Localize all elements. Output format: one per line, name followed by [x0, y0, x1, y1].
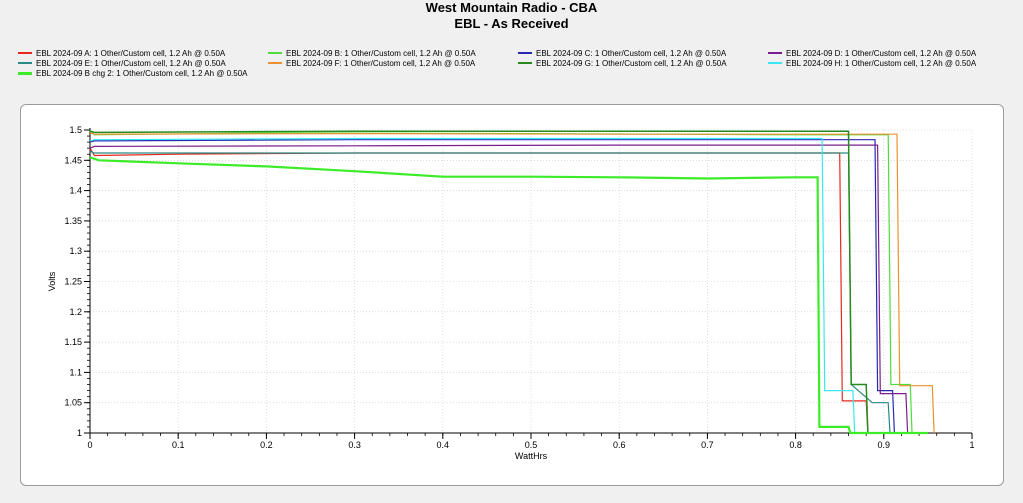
series-line [89, 137, 856, 434]
y-tick-label: 1.25 [64, 277, 82, 287]
y-tick-label: 1.4 [69, 186, 82, 196]
x-tick-label: 0.4 [437, 440, 450, 450]
legend-swatch [518, 62, 532, 64]
legend-item: EBL 2024-09 B: 1 Other/Custom cell, 1.2 … [268, 48, 476, 58]
series-line [89, 130, 869, 434]
y-tick-label: 1.15 [64, 337, 82, 347]
plot-panel: 0 0.1 0.2 0.3 0.4 0.5 0.6 0.7 0.8 0.9 1 1 1.05 1.1 1.1… [20, 104, 1004, 486]
x-tick-label: 0.1 [172, 440, 185, 450]
legend-item: EBL 2024-09 D: 1 Other/Custom cell, 1.2 … [768, 48, 976, 58]
legend-swatch [768, 52, 782, 54]
x-axis-label: WattHrs [515, 451, 548, 461]
x-tick-label: 0.6 [613, 440, 626, 450]
series-line [89, 144, 909, 434]
y-tick-label: 1.5 [69, 125, 82, 135]
y-tick-label: 1.1 [69, 367, 82, 377]
legend-label: EBL 2024-09 E: 1 Other/Custom cell, 1.2 … [36, 58, 226, 68]
line-chart: 0 0.1 0.2 0.3 0.4 0.5 0.6 0.7 0.8 0.9 1 1 1.05 1.1 1.1… [47, 125, 975, 461]
y-tick-label: 1.35 [64, 216, 82, 226]
legend-item: EBL 2024-09 H: 1 Other/Custom cell, 1.2 … [768, 58, 976, 68]
chart-subtitle: EBL - As Received [454, 16, 569, 31]
legend-item: EBL 2024-09 A: 1 Other/Custom cell, 1.2 … [18, 48, 225, 58]
legend-label: EBL 2024-09 B: 1 Other/Custom cell, 1.2 … [286, 48, 476, 58]
legend: EBL 2024-09 A: 1 Other/Custom cell, 1.2 … [0, 48, 1023, 88]
legend-item: EBL 2024-09 E: 1 Other/Custom cell, 1.2 … [18, 58, 226, 68]
legend-label: EBL 2024-09 H: 1 Other/Custom cell, 1.2 … [786, 58, 977, 68]
x-tick-label: 0.7 [701, 440, 714, 450]
legend-label: EBL 2024-09 G: 1 Other/Custom cell, 1.2 … [536, 58, 727, 68]
legend-label: EBL 2024-09 C: 1 Other/Custom cell, 1.2 … [536, 48, 727, 58]
chart-title: West Mountain Radio - CBA [425, 0, 598, 15]
legend-item: EBL 2024-09 C: 1 Other/Custom cell, 1.2 … [518, 48, 726, 58]
y-tick-label: 1.45 [64, 155, 82, 165]
legend-swatch [768, 62, 782, 64]
legend-item: EBL 2024-09 B chg 2: 1 Other/Custom cell… [18, 68, 248, 78]
y-tick-label: 1.05 [64, 398, 82, 408]
series-line [89, 156, 928, 435]
legend-label: EBL 2024-09 B chg 2: 1 Other/Custom cell… [36, 68, 248, 78]
legend-label: EBL 2024-09 F: 1 Other/Custom cell, 1.2 … [286, 58, 476, 68]
legend-item: EBL 2024-09 G: 1 Other/Custom cell, 1.2 … [518, 58, 727, 68]
series-line [89, 139, 895, 434]
legend-item: EBL 2024-09 F: 1 Other/Custom cell, 1.2 … [268, 58, 475, 68]
x-tick-label: 0 [87, 440, 92, 450]
legend-swatch [268, 62, 282, 64]
legend-swatch [18, 52, 32, 54]
legend-label: EBL 2024-09 A: 1 Other/Custom cell, 1.2 … [36, 48, 226, 58]
legend-swatch [18, 62, 32, 64]
series-line [89, 150, 891, 434]
y-tick-label: 1 [77, 428, 82, 438]
x-tick-label: 0.8 [789, 440, 802, 450]
legend-swatch [18, 71, 32, 75]
x-tick-label: 0.9 [878, 440, 891, 450]
x-tick-label: 0.2 [260, 440, 273, 450]
series-line [89, 147, 869, 434]
series-line [89, 132, 935, 434]
y-tick-label: 1.3 [69, 246, 82, 256]
legend-label: EBL 2024-09 D: 1 Other/Custom cell, 1.2 … [786, 48, 977, 58]
legend-swatch [268, 52, 282, 54]
y-axis-label: Volts [47, 271, 57, 291]
legend-swatch [518, 52, 532, 54]
y-tick-label: 1.2 [69, 307, 82, 317]
x-tick-label: 1 [969, 440, 974, 450]
x-tick-label: 0.5 [525, 440, 538, 450]
x-tick-label: 0.3 [348, 440, 361, 450]
